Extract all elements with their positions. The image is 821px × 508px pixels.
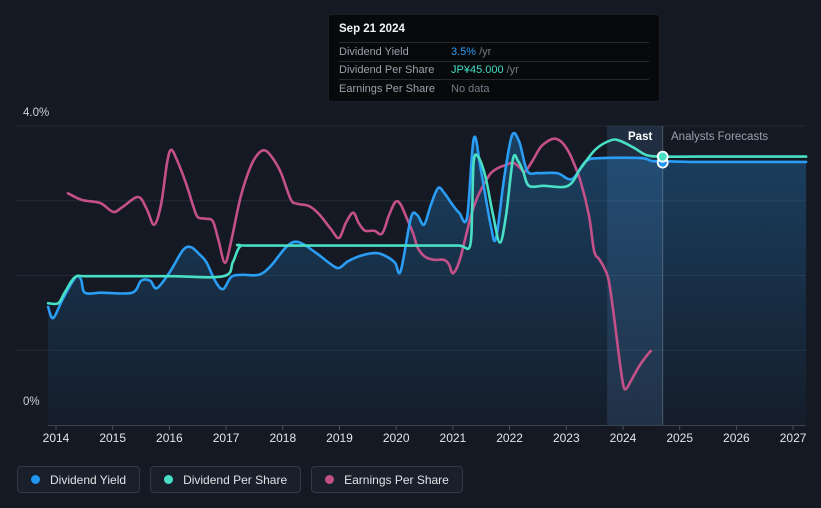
tooltip-row-label: Dividend Yield: [339, 45, 409, 58]
y-axis-label-top: 4.0%: [23, 107, 50, 119]
x-axis-year-label: 2023: [552, 431, 580, 445]
past-label: Past: [628, 131, 653, 143]
tooltip-row-unit: /yr: [479, 45, 492, 58]
x-axis-year-label: 2020: [382, 431, 410, 445]
x-axis-year-label: 2016: [156, 431, 183, 445]
dividend-yield-area: [48, 133, 807, 425]
y-axis-label-bottom: 0%: [23, 396, 40, 408]
marker-point: [656, 150, 669, 163]
legend: Dividend Yield Dividend Per Share Earnings…: [17, 466, 463, 493]
x-axis-year-label: 2014: [42, 431, 70, 445]
legend-dot: [31, 475, 40, 484]
tooltip: Sep 21 2024 Dividend Yield 3.5%/yr Dividen…: [328, 14, 660, 102]
tooltip-row-label: Earnings Per Share: [339, 82, 435, 95]
legend-dot: [164, 475, 174, 484]
legend-item-dividend-per-share[interactable]: Dividend Per Share: [150, 466, 302, 493]
x-axis-year-label: 2015: [99, 431, 127, 445]
x-axis-year-label: 2019: [326, 431, 353, 445]
tooltip-row-value: No data: [451, 82, 490, 95]
legend-dot: [325, 475, 335, 484]
x-axis-year-label: 2024: [609, 431, 637, 445]
tooltip-row-label: Dividend Per Share: [339, 64, 435, 77]
tooltip-row: Dividend Per Share JP¥45.000/yr: [339, 60, 649, 80]
x-axis-year-label: 2017: [212, 431, 240, 445]
x-axis-year-label: 2025: [666, 431, 694, 445]
tooltip-date: Sep 21 2024: [339, 23, 405, 35]
legend-label: Dividend Yield: [50, 472, 127, 487]
hover-marker: [656, 150, 669, 169]
x-axis-year-label: 2026: [723, 431, 750, 445]
tooltip-row-value: 3.5%: [451, 45, 477, 58]
legend-item-earnings-per-share[interactable]: Earnings Per Share: [311, 466, 463, 493]
tooltip-rows: Dividend Yield 3.5%/yr Dividend Per Share J…: [339, 42, 649, 98]
dividend-yield-line: [46, 131, 808, 320]
x-axis-labels: 2014 2015 2016 2017 2018 2019 2020 2021 2022 2023…: [0, 431, 821, 447]
tooltip-row: Dividend Yield 3.5%/yr: [339, 42, 649, 61]
x-axis-year-label: 2022: [496, 431, 523, 445]
tooltip-row-value: JP¥45.000: [451, 64, 504, 77]
x-axis-year-label: 2018: [269, 431, 297, 445]
analysts-forecasts-label: Analysts Forecasts: [671, 131, 769, 143]
tooltip-row-unit: /yr: [506, 64, 519, 77]
legend-label: Earnings Per Share: [344, 472, 449, 487]
tooltip-row: Earnings Per Share No data: [339, 79, 649, 98]
dividend-per-share-line: [46, 138, 808, 306]
chart-canvas[interactable]: [0, 0, 821, 460]
earnings-per-share-line: [66, 137, 653, 391]
legend-item-dividend-yield[interactable]: Dividend Yield: [17, 466, 141, 493]
x-axis-year-label: 2027: [779, 431, 807, 445]
x-axis-year-label: 2021: [439, 431, 467, 445]
legend-label: Dividend Per Share: [183, 472, 288, 487]
